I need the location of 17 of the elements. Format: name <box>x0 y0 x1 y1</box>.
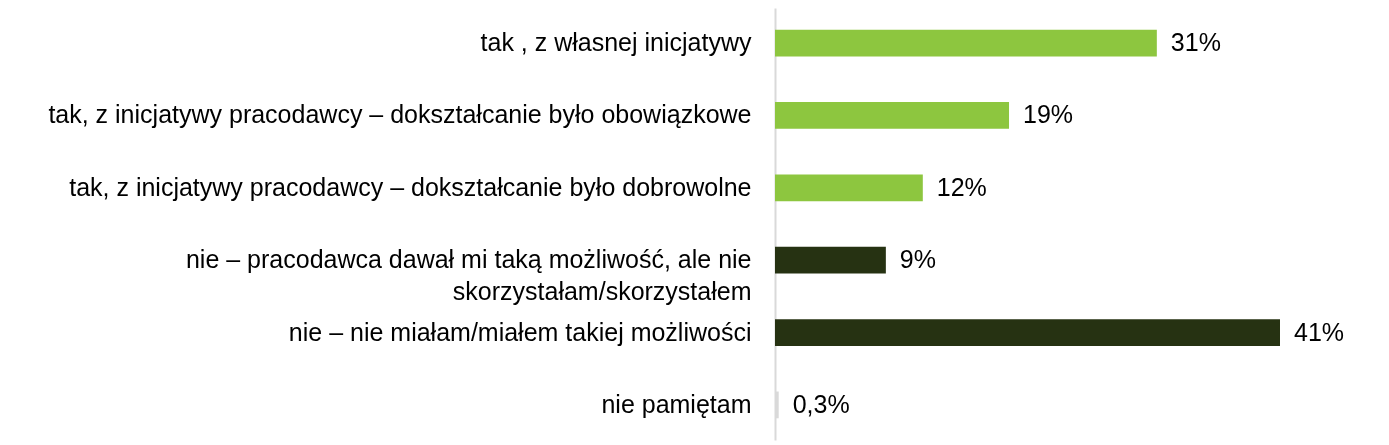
data-label: 9% <box>899 245 936 274</box>
data-label: 19% <box>1023 100 1074 129</box>
bar <box>775 102 1010 129</box>
data-label: 31% <box>1170 28 1221 57</box>
bar <box>775 246 886 274</box>
y-tick-label: nie – nie miałam/miałem takiej możliwości <box>288 317 752 346</box>
data-label: 41% <box>1294 317 1345 346</box>
y-tick-label: tak , z własnej inicjatywy <box>480 28 752 57</box>
data-label: 12% <box>936 172 987 201</box>
bar <box>775 319 1280 346</box>
data-label: 0,3% <box>792 389 850 418</box>
bar <box>775 174 923 202</box>
y-tick-label: nie pamiętam <box>601 389 752 418</box>
y-tick-label: tak, z inicjatywy pracodawcy – dokształcanie było obowiązkowe <box>48 100 752 129</box>
y-tick-label: nie – pracodawca dawał mi taką możliwość, ale nie skorzystałam/skorzystałem <box>185 245 752 306</box>
y-tick-label: tak, z inicjatywy pracodawcy – dokształcanie było dobrowolne <box>69 172 752 201</box>
bar <box>775 29 1157 57</box>
